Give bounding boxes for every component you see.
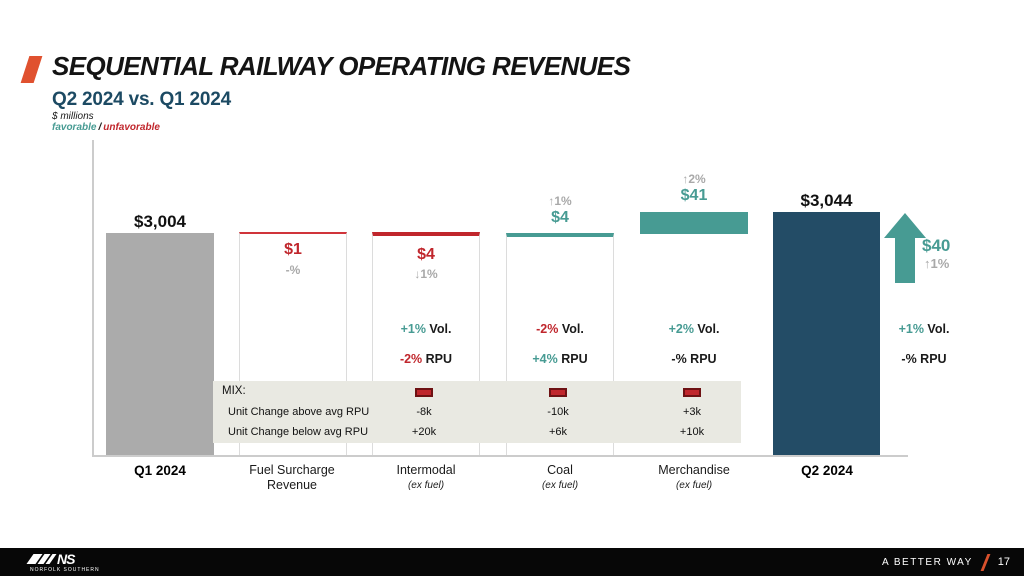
q2-2024-bar [773,212,880,455]
net-change-value: $40 [922,236,951,255]
legend-unfavorable: unfavorable [103,122,160,133]
intermodal-volume-row: +1% Vol. [372,322,480,336]
footer-tagline: A BETTER WAY [881,556,973,568]
page-title: SEQUENTIAL RAILWAY OPERATING REVENUES [52,51,631,81]
total-volume-row: +1% Vol. [869,322,979,336]
mix-row-label-below: Unit Change below avg RPU [228,426,369,438]
mix-below-intermodal: +20k [411,426,437,438]
net-change-pct: ↑1% [924,256,950,271]
merchandise-value: $41 [680,187,708,204]
fuel-surcharge-value: $1 [284,241,302,258]
intermodal-rpu-row: -2% RPU [372,352,480,366]
footer-right: A BETTER WAY 17 [882,548,1010,576]
category-q1-2024: Q1 2024 [134,463,186,478]
norfolk-southern-logo: NS NORFOLK SOUTHERN [26,550,100,573]
mix-below-merchandise: +10k [679,426,705,438]
title-accent-slash-icon [20,56,43,83]
intermodal-pct: ↓1% [414,267,438,281]
intermodal-volume-pct: +1% [400,322,426,336]
merchandise-bar [640,212,748,234]
mix-above-merchandise: +3k [682,406,702,418]
coal-pct: ↑1% [548,194,572,208]
merchandise-rpu-pct: -% [671,352,687,366]
category-q2-2024: Q2 2024 [801,463,853,478]
merchandise-volume-pct: +2% [668,322,694,336]
volume-metric-label: Vol. [429,322,452,336]
page-number: 17 [997,556,1010,568]
merchandise-rpu-row: -% RPU [640,352,748,366]
volume-metric-label: Vol. [697,322,720,336]
mix-table-header: MIX: [222,385,246,397]
volume-metric-label: Vol. [561,322,584,336]
legend-favorable: favorable [52,122,97,133]
increase-arrow-icon [884,213,926,283]
rpu-metric-label: RPU [920,352,947,366]
mix-above-intermodal: -8k [416,406,432,418]
ns-logo-stripes-icon [26,553,57,564]
y-axis-line [92,140,94,457]
total-rpu-row: -% RPU [869,352,979,366]
fuel-surcharge-pct: -% [285,263,301,277]
volume-metric-label: Vol. [927,322,950,336]
footer-bar: NS NORFOLK SOUTHERN A BETTER WAY 17 [0,548,1024,576]
coal-value: $4 [551,209,569,226]
intermodal-rpu-pct: -2% [399,352,423,366]
footer-slash-icon [980,553,991,571]
coal-volume-pct: -2% [536,322,559,336]
mix-negative-icon [549,388,567,397]
coal-rpu-row: +4% RPU [506,352,614,366]
mix-above-coal: -10k [547,406,569,418]
mix-below-coal: +6k [548,426,568,438]
subtitle: Q2 2024 vs. Q1 2024 [52,89,231,110]
rpu-metric-label: RPU [561,352,588,366]
mix-negative-icon [415,388,433,397]
baseline-axis [92,455,908,457]
color-legend: favorable / unfavorable [52,122,160,133]
ns-logo-wordmark: NORFOLK SOUTHERN [30,567,100,573]
mix-negative-icon [683,388,701,397]
q2-total-label: $3,044 [800,191,853,210]
intermodal-value: $4 [417,246,435,263]
q1-total-label: $3,004 [134,212,186,231]
coal-rpu-pct: +4% [532,352,558,366]
ns-logo-mark: NS [57,550,75,567]
units-note: $ millions [52,111,94,122]
q1-2024-bar [106,233,214,455]
total-rpu-pct: -% [901,352,917,366]
merchandise-volume-row: +2% Vol. [640,322,748,336]
category-fuel-surcharge: Fuel Surcharge Revenue [249,463,335,492]
rpu-metric-label: RPU [690,352,717,366]
category-intermodal: Intermodal (ex fuel) [396,463,456,491]
legend-separator: / [98,122,102,133]
mix-row-label-above: Unit Change above avg RPU [228,406,370,418]
category-merchandise: Merchandise (ex fuel) [658,463,730,491]
rpu-metric-label: RPU [425,352,453,366]
coal-volume-row: -2% Vol. [506,322,614,336]
mix-table: MIX: Unit Change above avg RPU -8k -10k … [213,381,741,443]
total-volume-pct: +1% [898,322,924,336]
category-coal: Coal (ex fuel) [541,463,579,491]
merchandise-pct: ↑2% [682,172,706,186]
